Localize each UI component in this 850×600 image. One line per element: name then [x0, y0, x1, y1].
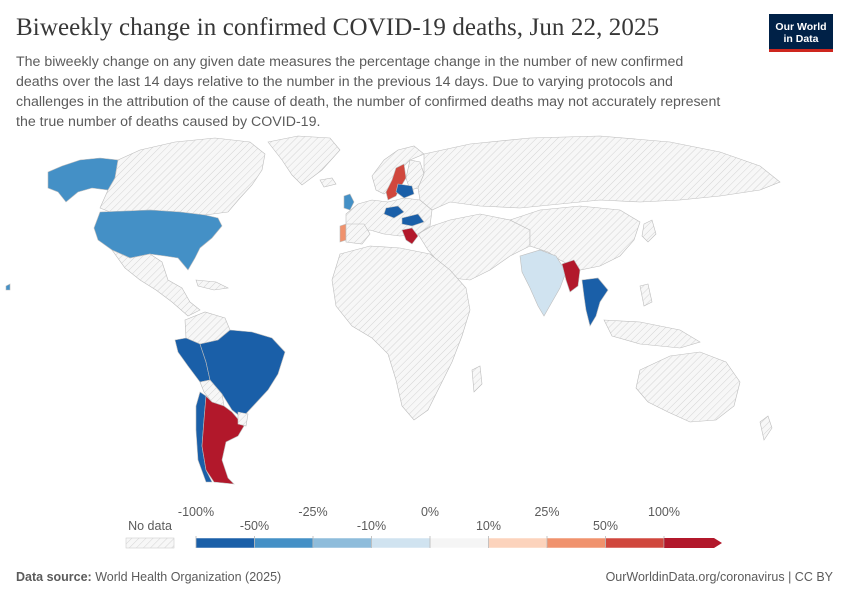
map-region-caribbean[interactable]	[195, 279, 229, 291]
legend-tick-label-lower: -10%	[357, 519, 386, 533]
map-region-portugal[interactable]	[339, 223, 347, 243]
footer-source-label: Data source:	[16, 570, 92, 584]
logo-line-2: in Data	[783, 33, 819, 45]
map-region-mexico[interactable]	[111, 249, 201, 317]
map-region-iceland[interactable]	[319, 177, 337, 188]
legend-no-data-label: No data	[128, 519, 172, 533]
footer-separator: |	[788, 570, 795, 584]
map-region-africa[interactable]	[331, 245, 471, 421]
map-region-new-zealand[interactable]	[759, 415, 773, 441]
legend-tick-label-upper: 0%	[421, 505, 439, 519]
legend-tick-label-lower: 10%	[476, 519, 501, 533]
map-region-romania[interactable]	[401, 213, 425, 227]
footer-source-value: World Health Organization (2025)	[95, 570, 282, 584]
footer-url-link[interactable]: OurWorldinData.org/coronavirus	[605, 570, 785, 584]
map-region-japan[interactable]	[641, 219, 657, 243]
map-region-philippines[interactable]	[639, 283, 653, 307]
legend-bin-overflow[interactable]	[664, 538, 722, 548]
legend-bin[interactable]	[488, 537, 548, 549]
map-region-greenland[interactable]	[267, 135, 341, 186]
legend-bin[interactable]	[254, 537, 314, 549]
chart-subtitle: The biweekly change on any given date me…	[16, 54, 721, 130]
map-region-uk[interactable]	[343, 193, 355, 211]
map-region-madagascar[interactable]	[471, 365, 483, 393]
logo-line-1: Our World	[775, 21, 827, 33]
map-region-canada[interactable]	[99, 137, 266, 216]
footer-links: OurWorldinData.org/coronavirus | CC BY	[606, 570, 833, 584]
legend-tick-label-upper: -25%	[298, 505, 327, 519]
map-region-united-states[interactable]	[93, 209, 223, 271]
legend-tick-label-upper: -100%	[178, 505, 214, 519]
legend-tick-label-upper: 100%	[648, 505, 680, 519]
legend-bin[interactable]	[429, 537, 489, 549]
map-region-hawaii[interactable]	[5, 283, 11, 291]
legend-tick-label-lower: 50%	[593, 519, 618, 533]
map-region-australia[interactable]	[635, 351, 741, 423]
legend-bin[interactable]	[546, 537, 606, 549]
footer-source: Data source: World Health Organization (…	[16, 570, 281, 584]
owid-logo[interactable]: Our World in Data	[769, 14, 833, 52]
map-region-myanmar[interactable]	[561, 259, 581, 293]
map-region-china[interactable]	[509, 205, 641, 271]
world-map	[5, 135, 781, 485]
legend-bin[interactable]	[312, 537, 372, 549]
map-region-greece[interactable]	[401, 227, 419, 245]
map-region-uruguay[interactable]	[237, 411, 249, 427]
map-region-thailand[interactable]	[581, 277, 609, 327]
legend-tick-label-upper: 25%	[534, 505, 559, 519]
map-region-hungary[interactable]	[383, 205, 405, 219]
map-region-spain[interactable]	[345, 223, 371, 245]
map-region-baltic[interactable]	[395, 183, 415, 199]
legend-bin[interactable]	[371, 537, 431, 549]
map-region-india[interactable]	[519, 249, 567, 317]
legend-bin[interactable]	[605, 537, 665, 549]
map-region-southeast-asia[interactable]	[603, 319, 701, 349]
footer-license-link[interactable]: CC BY	[794, 570, 833, 584]
map-region-argentina[interactable]	[201, 395, 245, 485]
map-region-russia[interactable]	[417, 135, 781, 211]
legend-bin[interactable]	[195, 537, 255, 549]
chart-title: Biweekly change in confirmed COVID-19 de…	[16, 14, 660, 41]
color-legend: No data -100% -25% 0% 25% 100% -50% -10% 10% 50%	[125, 505, 722, 549]
legend-no-data-swatch[interactable]	[125, 537, 175, 549]
legend-tick-label-lower: -50%	[240, 519, 269, 533]
